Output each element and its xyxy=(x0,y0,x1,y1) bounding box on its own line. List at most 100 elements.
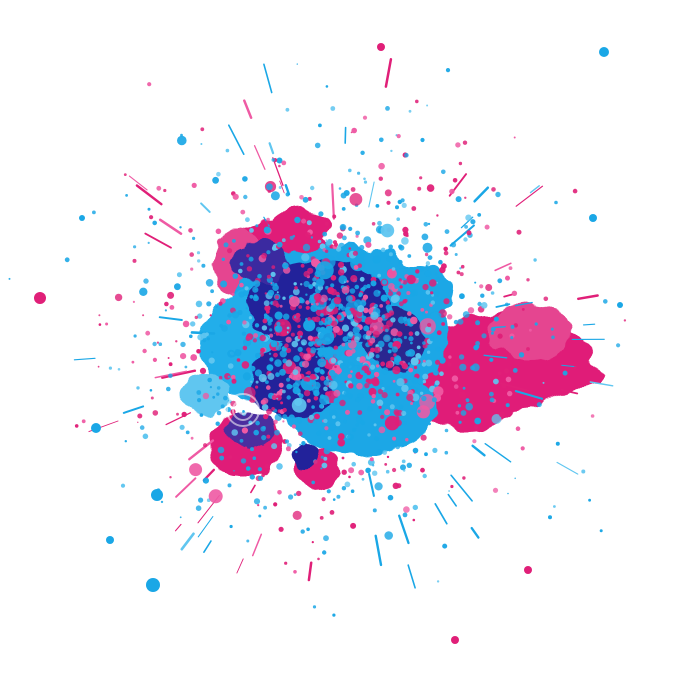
paint-droplet xyxy=(311,541,314,544)
paint-droplet xyxy=(581,469,586,474)
paint-droplet xyxy=(211,351,214,354)
paint-droplet xyxy=(415,269,420,274)
paint-droplet xyxy=(551,335,555,340)
paint-droplet xyxy=(260,426,266,432)
paint-droplet xyxy=(149,215,154,220)
paint-droplet xyxy=(460,410,467,416)
paint-droplet xyxy=(356,382,363,390)
paint-droplet xyxy=(338,187,342,190)
paint-droplet xyxy=(341,286,350,295)
paint-droplet xyxy=(277,490,282,495)
paint-droplet xyxy=(388,310,395,316)
paint-droplet xyxy=(345,292,348,295)
paint-droplet xyxy=(553,505,556,508)
paint-droplet xyxy=(427,222,431,226)
paint-droplet xyxy=(458,420,462,424)
paint-streak xyxy=(197,516,214,538)
paint-droplet xyxy=(313,396,319,401)
paint-droplet xyxy=(348,467,355,474)
paint-droplet xyxy=(421,233,429,241)
paint-droplet xyxy=(179,516,182,519)
paint-droplet xyxy=(311,405,315,409)
paint-droplet xyxy=(133,245,137,249)
paint-droplet xyxy=(384,463,388,466)
paint-droplet xyxy=(359,276,365,282)
paint-droplet xyxy=(373,289,381,297)
paint-droplet xyxy=(293,355,300,362)
paint-droplet xyxy=(617,302,623,308)
paint-streak xyxy=(175,477,197,498)
paint-droplet xyxy=(424,313,432,320)
paint-droplet xyxy=(147,82,152,87)
paint-droplet xyxy=(521,308,525,311)
paint-droplet xyxy=(253,333,258,338)
paint-droplet xyxy=(365,334,371,340)
paint-droplet xyxy=(314,142,321,149)
paint-droplet xyxy=(255,224,259,228)
paint-droplet xyxy=(475,341,480,346)
paint-droplet xyxy=(497,371,502,376)
paint-droplet xyxy=(462,311,470,318)
paint-droplet xyxy=(381,392,388,399)
paint-droplet xyxy=(392,379,396,383)
paint-droplet xyxy=(328,380,338,390)
paint-droplet xyxy=(329,510,335,515)
paint-droplet xyxy=(257,475,264,481)
paint-droplet xyxy=(375,204,380,208)
paint-droplet xyxy=(399,285,403,289)
paint-droplet xyxy=(433,386,444,397)
paint-droplet xyxy=(263,505,267,510)
paint-droplet xyxy=(480,302,488,309)
paint-droplet xyxy=(199,367,207,374)
paint-droplet xyxy=(286,331,289,334)
paint-droplet xyxy=(271,158,276,162)
paint-droplet xyxy=(197,313,203,319)
paint-droplet xyxy=(290,260,294,264)
paint-droplet xyxy=(120,483,126,488)
paint-droplet xyxy=(373,423,377,427)
paint-droplet xyxy=(164,309,167,312)
paint-droplet xyxy=(337,433,345,440)
paint-droplet xyxy=(384,189,392,197)
paint-droplet xyxy=(212,176,220,184)
paint-droplet xyxy=(477,301,482,307)
paint-droplet xyxy=(408,109,412,113)
paint-droplet xyxy=(342,235,347,241)
paint-droplet xyxy=(455,410,460,415)
paint-droplet xyxy=(209,314,212,317)
paint-droplet xyxy=(465,398,470,403)
paint-droplet xyxy=(391,267,396,271)
paint-droplet xyxy=(64,257,70,263)
paint-droplet xyxy=(452,178,458,183)
paint-droplet xyxy=(385,469,390,474)
paint-droplet xyxy=(305,293,308,296)
magenta-right-splash xyxy=(420,304,605,430)
paint-droplet xyxy=(131,360,135,364)
paint-droplet xyxy=(307,317,311,321)
paint-droplet xyxy=(464,196,467,199)
paint-droplet xyxy=(270,282,273,284)
paint-droplet xyxy=(355,230,360,236)
paint-droplet xyxy=(382,314,386,319)
paint-droplet xyxy=(465,214,472,221)
paint-droplet xyxy=(288,418,293,423)
paint-droplet xyxy=(400,464,406,471)
paint-droplet xyxy=(149,389,153,392)
paint-droplet xyxy=(457,318,464,325)
paint-droplet xyxy=(147,241,150,244)
paint-droplet xyxy=(427,322,432,328)
paint-droplet xyxy=(323,535,329,542)
paint-droplet xyxy=(206,337,210,341)
paint-droplet xyxy=(315,302,319,306)
paint-streak xyxy=(577,294,599,301)
paint-droplet xyxy=(280,329,287,336)
paint-droplet xyxy=(255,385,259,389)
paint-droplet xyxy=(407,362,411,365)
paint-droplet xyxy=(380,414,385,419)
paint-droplet xyxy=(332,498,336,501)
paint-droplet xyxy=(307,196,312,201)
paint-droplet xyxy=(79,215,85,221)
paint-droplet xyxy=(451,375,459,382)
paint-droplet xyxy=(372,508,377,513)
